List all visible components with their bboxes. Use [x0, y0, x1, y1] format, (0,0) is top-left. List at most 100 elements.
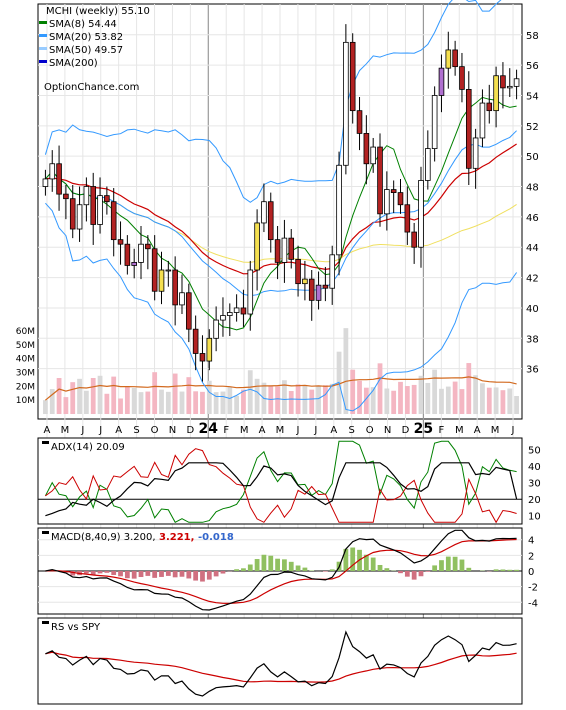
macd-histogram-bar	[398, 571, 403, 573]
candle-body	[159, 270, 164, 291]
volume-bar	[507, 389, 512, 414]
legend-swatch	[39, 47, 47, 50]
candle-body	[439, 68, 444, 95]
watermark-text: OptionChance.com	[44, 82, 139, 93]
volume-tick-label: 40M	[16, 355, 35, 365]
candle-body	[98, 196, 103, 225]
macd-histogram-bar	[166, 571, 171, 576]
macd-legend-swatch	[42, 531, 49, 534]
volume-bar	[43, 400, 48, 414]
volume-bar	[125, 387, 130, 414]
rs-panel-frame	[38, 618, 522, 704]
x-axis-label: J	[313, 425, 317, 436]
price-tick-label: 54	[526, 91, 539, 102]
candle-body	[241, 308, 246, 314]
volume-bar	[139, 392, 144, 414]
price-tick-label: 46	[526, 213, 539, 224]
volume-bar	[446, 387, 451, 414]
x-axis-label: S	[349, 425, 355, 436]
x-axis-label: M	[276, 425, 285, 436]
volume-bar	[98, 376, 103, 414]
volume-bar	[104, 394, 109, 414]
macd-histogram-bar	[439, 560, 444, 571]
x-axis-label: O	[151, 425, 159, 436]
volume-bar	[159, 390, 164, 414]
candle-body	[139, 244, 144, 262]
volume-bar	[241, 390, 246, 414]
volume-bar	[91, 378, 96, 414]
x-axis-label: F	[223, 425, 229, 436]
macd-histogram-bar	[303, 568, 308, 571]
candle-body	[378, 147, 383, 214]
volume-bar	[316, 386, 321, 414]
candle-body	[125, 244, 130, 265]
candle-body	[466, 89, 471, 168]
volume-tick-label: 20M	[16, 382, 35, 392]
macd-histogram-bar	[186, 571, 191, 578]
candle-body	[405, 205, 410, 232]
candle-body	[507, 86, 512, 88]
macd-histogram-bar	[268, 556, 273, 571]
x-axis-label: 24	[199, 421, 219, 437]
adx-tick-label: 30	[528, 479, 541, 490]
legend-entry: SMA(50) 49.57	[49, 45, 123, 56]
volume-bar	[193, 391, 198, 414]
volume-bar	[378, 363, 383, 414]
rs-legend-swatch	[42, 621, 49, 624]
candle-body	[282, 238, 287, 262]
x-axis-label: M	[491, 425, 500, 436]
macd-histogram-bar	[98, 571, 103, 573]
price-tick-label: 56	[526, 61, 539, 72]
x-axis-label: M	[455, 425, 464, 436]
candle-body	[357, 111, 362, 134]
candle-body	[384, 190, 389, 214]
volume-bar	[371, 387, 376, 414]
macd-tick-label: -2	[528, 583, 538, 594]
volume-bar	[77, 379, 82, 414]
macd-histogram-bar	[330, 569, 335, 571]
macd-histogram-bar	[466, 568, 471, 571]
volume-bar	[111, 377, 116, 414]
candle-body	[193, 329, 198, 353]
x-axis-label: M	[240, 425, 249, 436]
volume-bar	[145, 392, 150, 414]
macd-histogram-bar	[289, 562, 294, 571]
macd-histogram-bar	[152, 571, 157, 578]
legend-swatch	[39, 34, 47, 37]
adx-tick-label: 20	[528, 495, 541, 506]
volume-bar	[152, 372, 157, 414]
chart-title: MCHI (weekly) 55.10	[46, 6, 150, 17]
x-axis-label: J	[80, 425, 84, 436]
legend-entry: SMA(20) 53.82	[49, 32, 123, 43]
candle-body	[425, 149, 430, 181]
volume-bar	[439, 389, 444, 414]
x-axis-label: J	[295, 425, 299, 436]
candle-body	[227, 312, 232, 315]
candle-body	[43, 179, 48, 187]
candle-body	[173, 270, 178, 305]
candle-body	[50, 164, 55, 179]
candle-body	[330, 255, 335, 288]
candle-body	[91, 187, 96, 225]
macd-histogram-bar	[125, 571, 130, 578]
candle-body	[391, 190, 396, 193]
candle-body	[350, 42, 355, 110]
macd-histogram-bar	[132, 571, 137, 579]
macd-histogram-bar	[241, 568, 246, 571]
x-axis-label: A	[330, 425, 337, 436]
candle-body	[152, 249, 157, 291]
candle-body	[364, 133, 369, 163]
macd-histogram-bar	[139, 571, 144, 577]
volume-bar	[275, 386, 280, 414]
price-tick-label: 48	[526, 183, 539, 194]
macd-histogram-bar	[405, 571, 410, 577]
volume-bar	[466, 363, 471, 414]
volume-bar	[255, 379, 260, 414]
volume-bar	[384, 389, 389, 414]
price-tick-label: 36	[526, 365, 539, 376]
adx-tick-label: 10	[528, 512, 541, 523]
macd-histogram-bar	[84, 571, 89, 573]
candle-body	[343, 42, 348, 165]
candle-body	[446, 50, 451, 68]
